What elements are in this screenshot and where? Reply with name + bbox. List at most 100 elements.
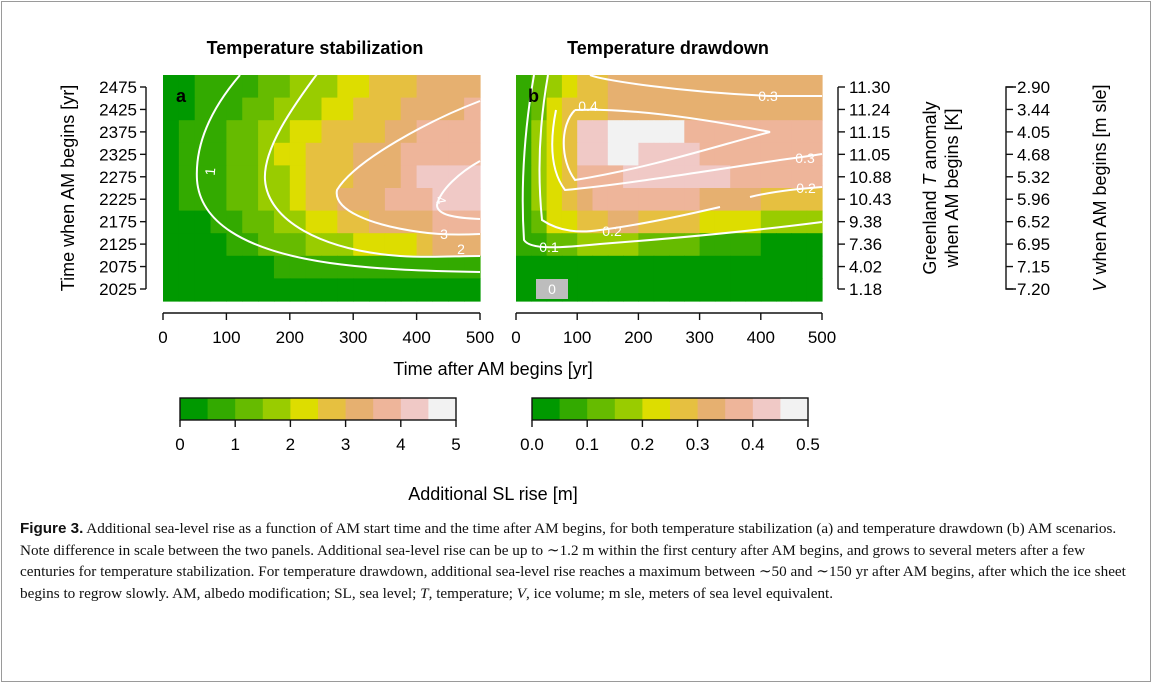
heatmap-cell bbox=[776, 188, 792, 212]
heatmap-cell bbox=[730, 278, 747, 302]
heatmap-cell bbox=[577, 120, 594, 144]
heatmap-cell bbox=[653, 120, 670, 144]
heatmap-cell bbox=[684, 233, 701, 257]
right-axis-1-label-line2: when AM begins [K] bbox=[942, 108, 962, 268]
heatmap-cell bbox=[546, 120, 563, 144]
heatmap-cell bbox=[791, 255, 808, 279]
heatmap-cell bbox=[577, 188, 594, 212]
x-axis-label: Time after AM begins [yr] bbox=[393, 359, 592, 379]
heatmap-cell bbox=[623, 120, 639, 144]
heatmap-cell bbox=[714, 120, 731, 144]
colorbar-tick-label: 0.2 bbox=[631, 435, 655, 454]
heatmap-cell bbox=[321, 165, 338, 189]
heatmap-cell bbox=[745, 210, 762, 234]
volume-tick-label: 7.15 bbox=[1017, 258, 1050, 277]
heatmap-cell bbox=[289, 278, 307, 302]
x-tick-label: 400 bbox=[747, 328, 775, 347]
heatmap-cell bbox=[432, 142, 449, 166]
heatmap-cell bbox=[546, 142, 563, 166]
heatmap-cell bbox=[623, 75, 639, 99]
heatmap-cell bbox=[400, 75, 418, 99]
heatmap-cell bbox=[669, 255, 685, 279]
heatmap-cell bbox=[416, 142, 434, 166]
heatmap-cell bbox=[561, 233, 578, 257]
heatmap-cell bbox=[178, 233, 196, 257]
heatmap-cell bbox=[369, 165, 386, 189]
heatmap-cell bbox=[273, 278, 291, 302]
heatmap-cell bbox=[448, 120, 465, 144]
heatmap-cell bbox=[464, 255, 481, 279]
heatmap-cell bbox=[321, 75, 338, 99]
heatmap-cell bbox=[546, 165, 563, 189]
x-tick-label: 0 bbox=[511, 328, 520, 347]
colorbar-swatch bbox=[642, 398, 671, 420]
heatmap-cell bbox=[305, 233, 323, 257]
panel-b-heatmap bbox=[516, 75, 823, 302]
heatmap-cell bbox=[258, 120, 275, 144]
heatmap-cell bbox=[730, 210, 747, 234]
heatmap-cell bbox=[321, 120, 338, 144]
volume-tick-label: 2.90 bbox=[1017, 78, 1050, 97]
volume-tick-label: 7.20 bbox=[1017, 280, 1050, 299]
contour-b-02b bbox=[749, 186, 823, 198]
heatmap-cell bbox=[273, 255, 291, 279]
heatmap-cell bbox=[353, 97, 370, 121]
heatmap-cell bbox=[210, 278, 227, 302]
heatmap-cell bbox=[699, 210, 716, 234]
heatmap-cell bbox=[305, 278, 323, 302]
heatmap-cell bbox=[592, 188, 609, 212]
heatmap-cell bbox=[653, 255, 670, 279]
heatmap-cell bbox=[353, 188, 370, 212]
heatmap-cell bbox=[791, 75, 808, 99]
panel-b-label: b bbox=[528, 86, 539, 106]
heatmap-cell bbox=[607, 233, 624, 257]
heatmap-cell bbox=[273, 233, 291, 257]
heatmap-cell bbox=[432, 255, 449, 279]
heatmap-cell bbox=[531, 233, 548, 257]
heatmap-cell bbox=[163, 278, 180, 302]
right-tick-label: 9.38 bbox=[849, 213, 882, 232]
heatmap-cell bbox=[699, 97, 716, 121]
heatmap-cell bbox=[432, 210, 449, 234]
heatmap-cell bbox=[684, 165, 701, 189]
heatmap-cell bbox=[194, 210, 212, 234]
volume-tick-label: 6.95 bbox=[1017, 235, 1050, 254]
heatmap-cell bbox=[258, 278, 275, 302]
heatmap-cell bbox=[760, 210, 777, 234]
heatmap-cell bbox=[464, 210, 481, 234]
heatmap-cell bbox=[400, 142, 418, 166]
contour-b-0 bbox=[536, 279, 568, 299]
contour-label-b-01: 0.1 bbox=[539, 239, 559, 255]
heatmap-cell bbox=[258, 75, 275, 99]
heatmap-cell bbox=[242, 120, 259, 144]
heatmap-cell bbox=[607, 75, 624, 99]
heatmap-cell bbox=[178, 210, 196, 234]
heatmap-cell bbox=[321, 210, 338, 234]
heatmap-cell bbox=[623, 210, 639, 234]
heatmap-cell bbox=[416, 75, 434, 99]
volume-tick-label: 6.52 bbox=[1017, 213, 1050, 232]
right-tick-label: 11.05 bbox=[849, 145, 890, 164]
heatmap-cell bbox=[577, 210, 594, 234]
colorbar-swatch bbox=[428, 398, 457, 420]
heatmap-cell bbox=[653, 210, 670, 234]
colorbar-tick-label: 5 bbox=[451, 435, 460, 454]
heatmap-cell bbox=[194, 165, 212, 189]
heatmap-cell bbox=[669, 142, 685, 166]
contour-label-b-02b: 0.2 bbox=[796, 180, 816, 196]
heatmap-cell bbox=[464, 142, 481, 166]
heatmap-cell bbox=[384, 97, 402, 121]
heatmap-cell bbox=[730, 188, 747, 212]
heatmap-cell bbox=[353, 75, 370, 99]
heatmap-cell bbox=[806, 165, 823, 189]
heatmap-cell bbox=[353, 165, 370, 189]
right-tick-label: 7.36 bbox=[849, 235, 882, 254]
heatmap-cell bbox=[669, 120, 685, 144]
heatmap-cell bbox=[791, 188, 808, 212]
y-tick-label: 2375 bbox=[99, 123, 137, 142]
heatmap-cell bbox=[163, 255, 180, 279]
heatmap-cell bbox=[791, 210, 808, 234]
heatmap-cell bbox=[289, 165, 307, 189]
